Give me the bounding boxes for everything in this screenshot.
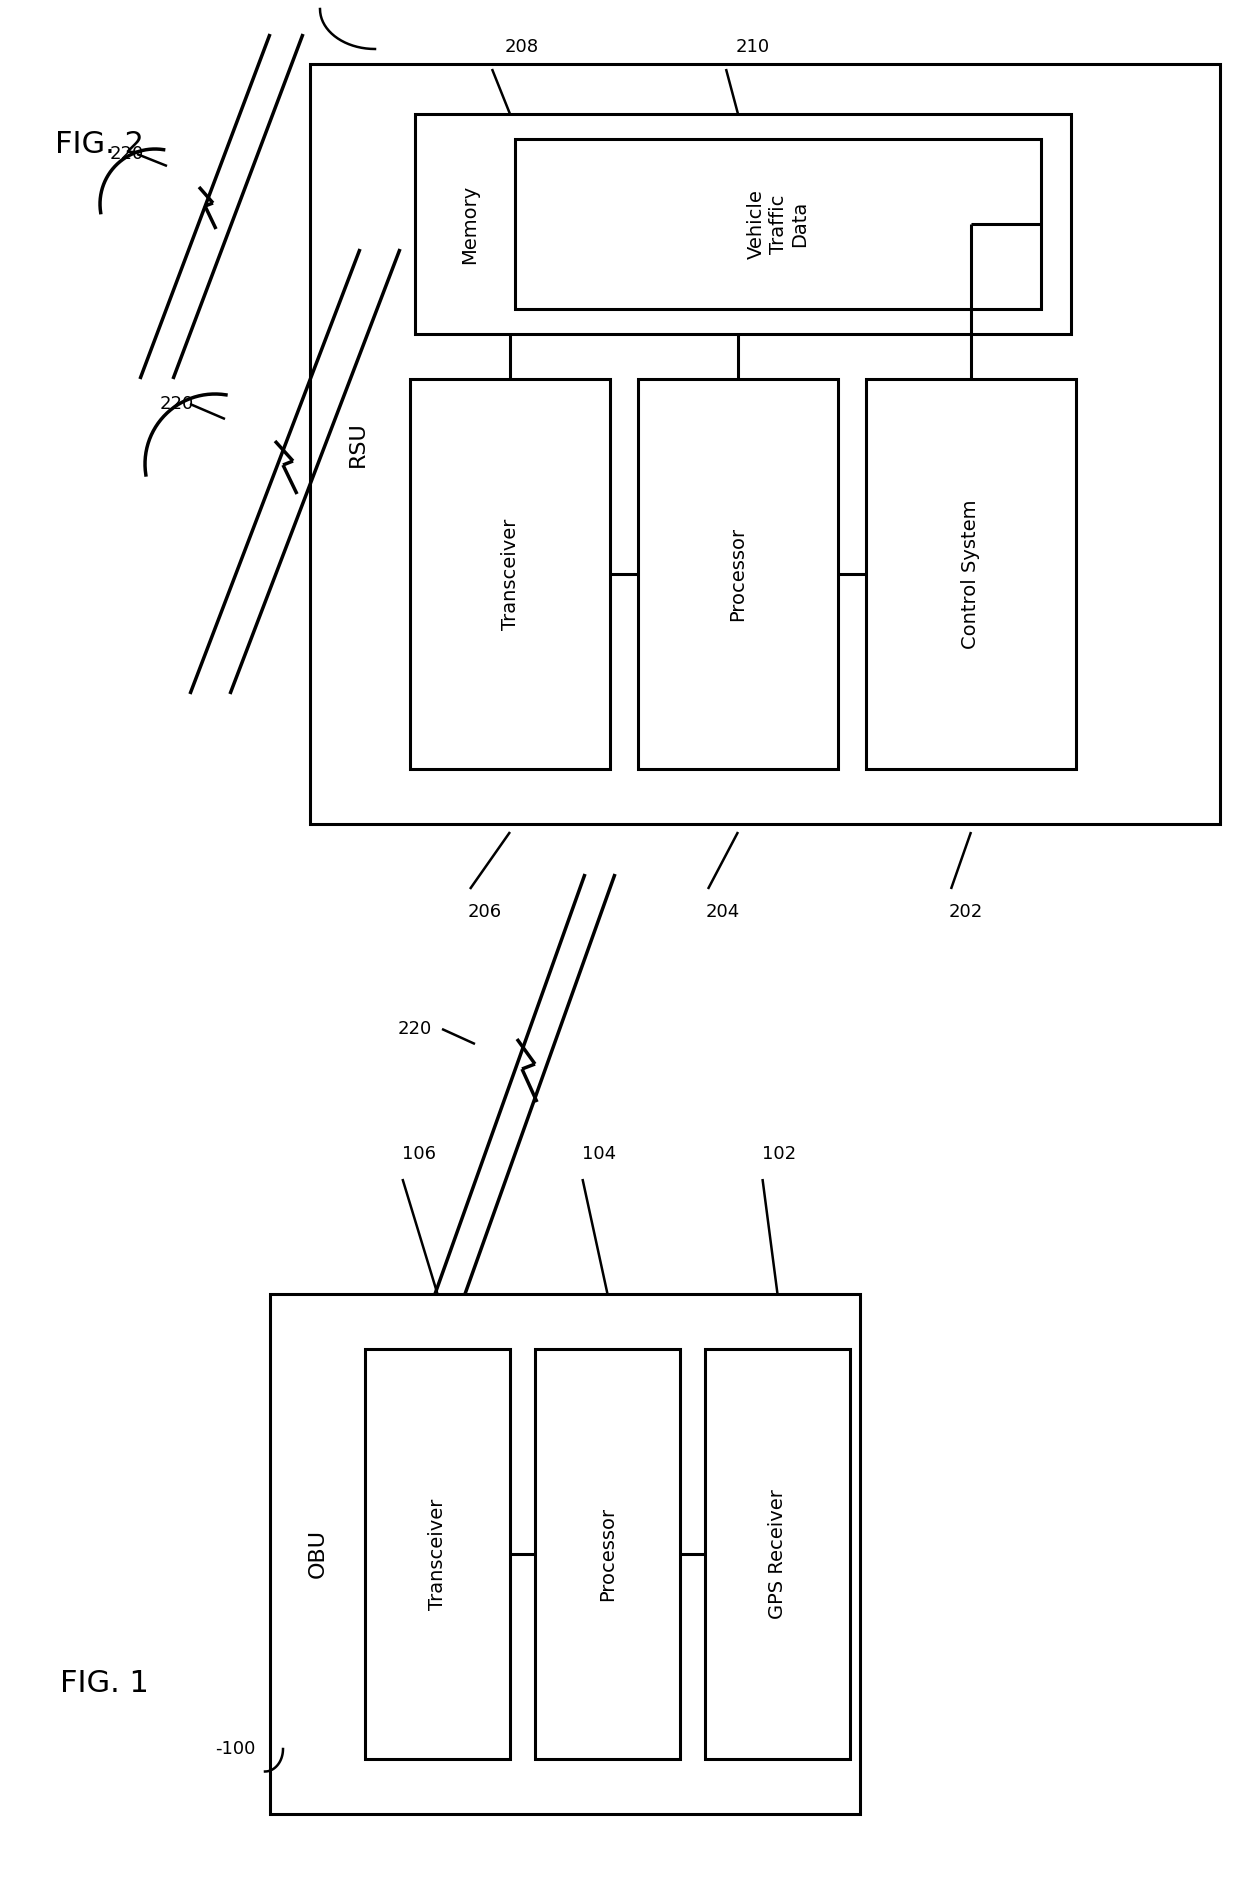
- Polygon shape: [270, 1294, 861, 1814]
- Text: GPS Receiver: GPS Receiver: [768, 1489, 787, 1619]
- Polygon shape: [639, 379, 838, 769]
- Text: Transceiver: Transceiver: [428, 1498, 446, 1610]
- Text: 202: 202: [949, 903, 983, 920]
- Text: Transceiver: Transceiver: [501, 519, 520, 629]
- Text: FIG. 2: FIG. 2: [55, 129, 144, 159]
- Text: 104: 104: [583, 1146, 616, 1163]
- Text: 204: 204: [706, 903, 740, 920]
- Text: OBU: OBU: [308, 1530, 329, 1578]
- Text: FIG. 1: FIG. 1: [60, 1669, 149, 1699]
- Polygon shape: [410, 379, 610, 769]
- Text: 210: 210: [737, 38, 770, 57]
- Text: 102: 102: [763, 1146, 796, 1163]
- Text: 106: 106: [403, 1146, 436, 1163]
- Text: 220: 220: [160, 396, 195, 413]
- Polygon shape: [365, 1349, 510, 1760]
- Polygon shape: [534, 1349, 680, 1760]
- Polygon shape: [415, 114, 1071, 333]
- Polygon shape: [706, 1349, 849, 1760]
- Text: 220: 220: [110, 146, 144, 163]
- Text: Control System: Control System: [961, 500, 981, 650]
- Text: Memory: Memory: [460, 184, 480, 263]
- Polygon shape: [515, 138, 1042, 309]
- Polygon shape: [310, 64, 1220, 824]
- Text: Vehicle
Traffic
Data: Vehicle Traffic Data: [746, 189, 810, 259]
- Text: Processor: Processor: [598, 1508, 618, 1600]
- Text: 206: 206: [467, 903, 502, 920]
- Polygon shape: [866, 379, 1076, 769]
- Text: -100: -100: [215, 1741, 255, 1758]
- Text: 220: 220: [398, 1021, 432, 1038]
- Text: RSU: RSU: [348, 420, 368, 468]
- Text: Processor: Processor: [729, 527, 748, 621]
- Text: 208: 208: [505, 38, 539, 57]
